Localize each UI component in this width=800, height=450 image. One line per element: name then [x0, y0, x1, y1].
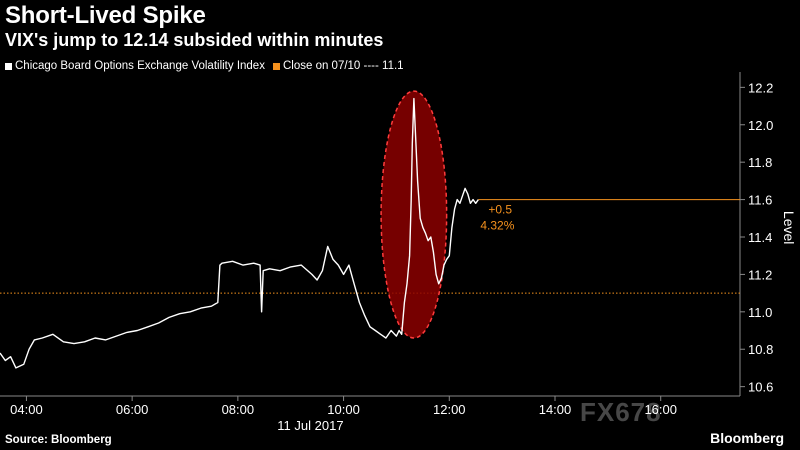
legend-series-label: Chicago Board Options Exchange Volatilit… [15, 60, 265, 72]
y-tick-label: 11.2 [748, 267, 772, 282]
y-tick-label: 11.4 [748, 230, 772, 245]
x-tick-label: 10:00 [327, 402, 360, 417]
x-axis-date-label: 11 Jul 2017 [277, 418, 343, 433]
y-tick-label: 10.6 [748, 380, 773, 395]
legend-swatch-orange-icon [272, 62, 280, 70]
legend-item-series: Chicago Board Options Exchange Volatilit… [5, 60, 265, 72]
legend-swatch-white-icon [5, 62, 12, 70]
y-tick-label: 12.0 [748, 118, 773, 133]
change-annotation: +0.5 [488, 203, 512, 217]
chart-subtitle: VIX's jump to 12.14 subsided within minu… [5, 30, 384, 50]
y-tick-label: 11.8 [748, 155, 772, 170]
x-tick-label: 14:00 [539, 402, 572, 417]
y-tick-label: 11.0 [748, 305, 772, 320]
y-tick-label: 11.6 [748, 193, 772, 208]
spike-highlight-ellipse [380, 90, 448, 339]
x-tick-label: 16:00 [644, 402, 677, 417]
x-tick-label: 12:00 [433, 402, 466, 417]
legend-item-close: Close on 07/10 ---- 11.1 [272, 60, 404, 72]
brand-logo: Bloomberg [710, 430, 784, 446]
vix-series-line [0, 97, 479, 369]
legend-close-label: Close on 07/10 ---- 11.1 [282, 60, 404, 72]
y-axis-label: Level [781, 211, 797, 244]
source-note: Source: Bloomberg [5, 434, 112, 446]
chart-title: Short-Lived Spike [5, 2, 206, 29]
x-tick-label: 08:00 [222, 402, 255, 417]
pct-annotation: 4.32% [480, 219, 514, 233]
watermark-logo: FX678 [580, 397, 662, 427]
y-tick-label: 12.2 [748, 80, 773, 95]
legend: Chicago Board Options Exchange Volatilit… [5, 60, 412, 72]
y-tick-label: 10.8 [748, 342, 773, 357]
x-tick-label: 04:00 [10, 402, 43, 417]
x-tick-label: 06:00 [116, 402, 149, 417]
